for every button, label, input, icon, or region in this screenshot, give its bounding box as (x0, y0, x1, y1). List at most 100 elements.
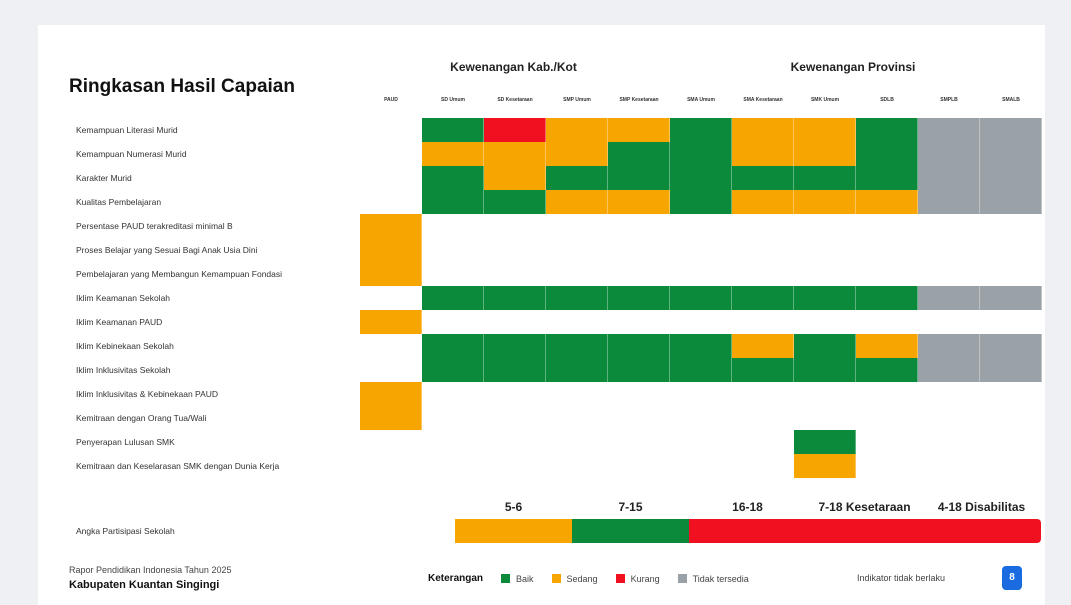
legend-swatch-tidak-tersedia (677, 574, 687, 583)
heatmap-cell (608, 190, 670, 214)
heatmap-cell (484, 166, 546, 190)
heatmap-cell (670, 166, 732, 190)
heatmap-cell (918, 286, 980, 310)
page-badge[interactable]: 8 (1002, 566, 1022, 590)
heatmap-cell (422, 358, 484, 382)
heatmap-cell (484, 358, 546, 382)
heatmap-cell (484, 118, 546, 142)
heatmap-cell (856, 286, 918, 310)
heatmap-cell (794, 286, 856, 310)
column-header: PAUD (384, 97, 398, 103)
heatmap-cell (546, 142, 608, 166)
group-header-provinsi: Kewenangan Provinsi (790, 60, 916, 74)
column-header: SD Umum (441, 97, 465, 103)
heatmap-cell (546, 286, 608, 310)
row-label: Penyerapan Lulusan SMK (76, 437, 175, 447)
row-label: Iklim Inklusivitas Sekolah (76, 365, 171, 375)
heatmap-cell (856, 142, 918, 166)
heatmap-cell (360, 406, 422, 430)
heatmap-cell (360, 382, 422, 406)
heatmap-cell (732, 286, 794, 310)
heatmap-cell (608, 286, 670, 310)
column-header: SMA Kesetaraan (743, 97, 783, 103)
heatmap-cell (856, 190, 918, 214)
aps-segment-label: 5-6 (504, 500, 523, 514)
column-header: SMP Kesetaraan (619, 97, 659, 103)
heatmap-cell (670, 142, 732, 166)
heatmap-cell (360, 262, 422, 286)
legend-swatch-sedang (551, 574, 561, 583)
heatmap-cell (670, 118, 732, 142)
heatmap-cell (856, 166, 918, 190)
legend-swatch-kurang (615, 574, 625, 583)
heatmap-cell (546, 358, 608, 382)
heatmap-cell (608, 142, 670, 166)
heatmap-cell (918, 190, 980, 214)
row-label: Iklim Keamanan Sekolah (76, 293, 171, 303)
aps-segment-label: 4-18 Disabilitas (937, 500, 1026, 514)
heatmap-cell (794, 166, 856, 190)
legend-title: Keterangan (428, 573, 484, 584)
row-label: Iklim Inklusivitas & Kebinekaan PAUD (76, 389, 219, 399)
column-header: SMK Umum (810, 97, 840, 103)
heatmap-cell (608, 118, 670, 142)
column-header: SD Kesetaraan (497, 97, 533, 103)
row-label: Proses Belajar yang Sesuai Bagi Anak Usi… (76, 245, 258, 255)
heatmap-cell (546, 166, 608, 190)
heatmap-cell (794, 358, 856, 382)
heatmap-cell (794, 430, 856, 454)
aps-segment (923, 519, 1041, 543)
heatmap-cell (546, 118, 608, 142)
heatmap-cell (856, 334, 918, 358)
row-label: Kemitraan dan Keselarasan SMK dengan Dun… (76, 461, 280, 471)
heatmap-cell (794, 142, 856, 166)
heatmap-cell (980, 334, 1042, 358)
aps-segment-label: 7-15 (618, 500, 643, 514)
heatmap-cell (670, 358, 732, 382)
heatmap-cell (918, 118, 980, 142)
aps-segment-label: 7-18 Kesetaraan (818, 500, 911, 514)
group-header-kab: Kewenangan Kab./Kot (450, 60, 577, 74)
row-label: Iklim Keamanan PAUD (76, 317, 163, 327)
heatmap-cell (422, 190, 484, 214)
aps-label: Angka Partisipasi Sekolah (76, 526, 175, 536)
heatmap-cell (546, 334, 608, 358)
legend-sedang: Sedang (566, 573, 598, 584)
heatmap-cell (980, 190, 1042, 214)
heatmap-cell (360, 238, 422, 262)
legend-kurang: Kurang (630, 573, 660, 584)
heatmap-cell (670, 190, 732, 214)
heatmap-cell (360, 214, 422, 238)
heatmap-cell (608, 166, 670, 190)
heatmap-cell (856, 118, 918, 142)
column-header: SMPLB (940, 97, 958, 103)
region-name: Kabupaten Kuantan Singingi (69, 579, 220, 591)
heatmap-cell (546, 190, 608, 214)
row-label: Karakter Murid (76, 173, 132, 183)
heatmap-cell (422, 166, 484, 190)
row-label: Iklim Kebinekaan Sekolah (76, 341, 174, 351)
heatmap-cell (980, 118, 1042, 142)
column-header: SMALB (1002, 97, 1020, 103)
column-header: SMP Umum (563, 97, 591, 103)
heatmap-cell (918, 166, 980, 190)
heatmap-cell (794, 118, 856, 142)
heatmap-cell (608, 358, 670, 382)
heatmap-cell (670, 286, 732, 310)
column-header: SDLB (880, 97, 894, 103)
row-label: Kemitraan dengan Orang Tua/Wali (76, 413, 207, 423)
heatmap-cell (794, 454, 856, 478)
heatmap-cell (732, 334, 794, 358)
row-label: Kualitas Pembelajaran (76, 197, 162, 207)
aps-segment (455, 519, 572, 543)
heatmap-cell (422, 334, 484, 358)
heatmap-cell (484, 190, 546, 214)
heatmap-cell (794, 190, 856, 214)
legend-baik: Baik (516, 573, 534, 584)
heatmap-cell (918, 334, 980, 358)
heatmap-cell (670, 334, 732, 358)
heatmap-cell (732, 142, 794, 166)
heatmap-cell (422, 286, 484, 310)
heatmap-cell (980, 358, 1042, 382)
heatmap-cell (732, 190, 794, 214)
